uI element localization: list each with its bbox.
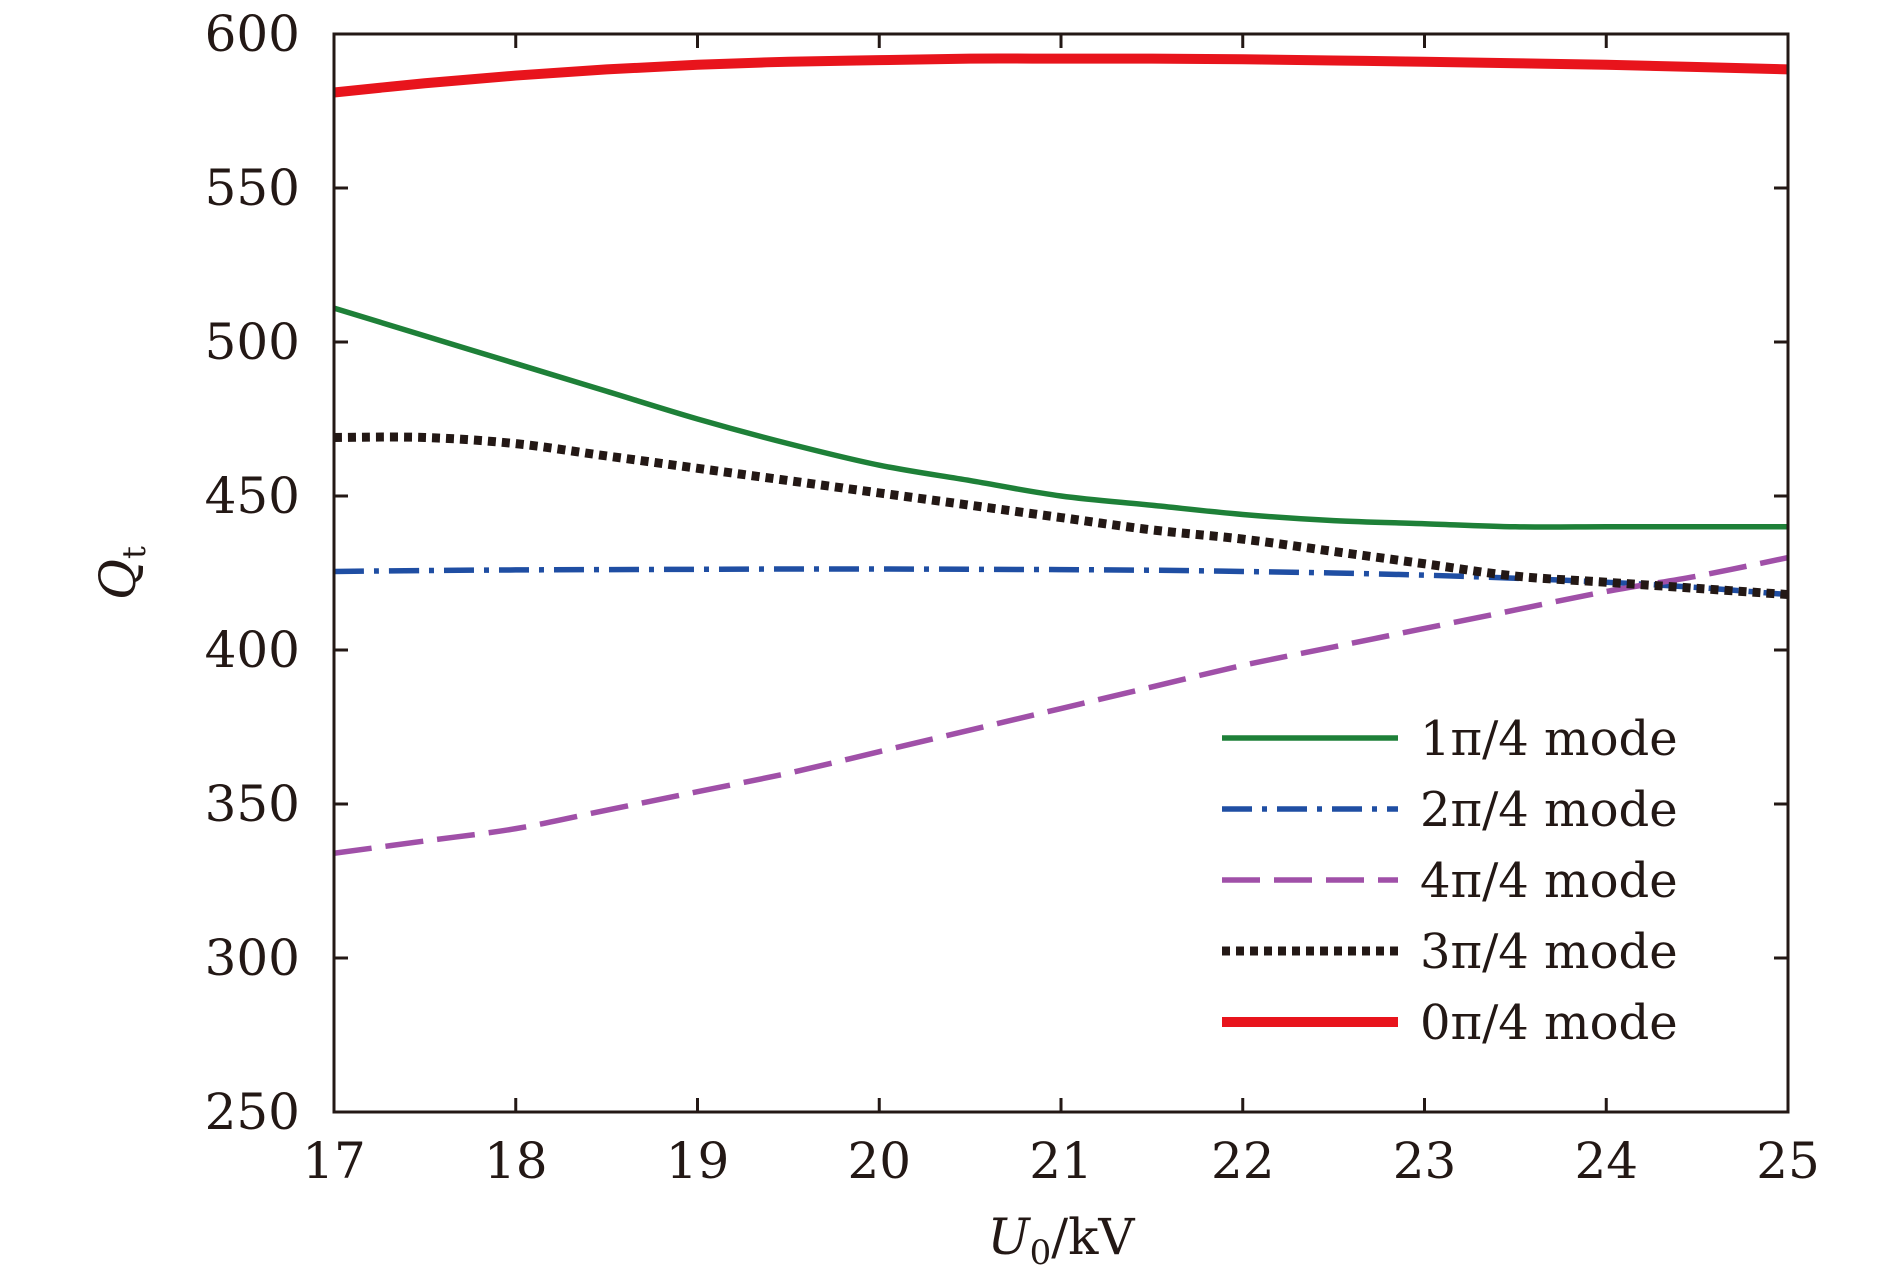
y-axis-label-var: Q [89,559,147,600]
axis-ticks [332,32,1790,1114]
legend-label-4: 3π/4 mode [1420,924,1678,980]
y-tick-label: 400 [205,621,300,679]
y-tick-label: 550 [205,159,300,217]
x-tick-label: 23 [1393,1132,1457,1190]
y-tick-label: 450 [205,467,300,525]
y-tick-label: 600 [205,5,300,63]
x-tick-label: 24 [1574,1132,1638,1190]
y-tick-label: 500 [205,313,300,371]
x-tick-label: 17 [302,1132,366,1190]
legend-label-5: 0π/4 mode [1420,995,1678,1051]
y-axis-label-sub: t [115,546,153,559]
x-tick-label: 19 [666,1132,730,1190]
legend-label-1: 1π/4 mode [1420,711,1678,767]
legend-label-2: 2π/4 mode [1420,782,1678,838]
x-tick-label: 25 [1756,1132,1820,1190]
x-axis-label-sub: 0 [1030,1233,1052,1273]
x-axis-label-var: U [987,1208,1031,1266]
y-tick-label: 250 [205,1083,300,1141]
series-line-2 [333,566,1789,598]
legend: 1π/4 mode 2π/4 mode 4π/4 mode 3π/4 mode 0π/4… [1222,711,1678,1051]
x-tick-label: 20 [847,1132,911,1190]
x-axis-label-unit: /kV [1051,1208,1135,1266]
y-axis-label: Qt [89,546,153,600]
y-tick-label: 350 [205,775,300,833]
series-line-1 [333,305,1788,530]
series-line-5 [333,53,1789,98]
x-tick-label: 18 [484,1132,548,1190]
tick-labels: 17 18 19 20 21 22 23 24 25 250 300 350 400 450 500 550 6… [205,5,1820,1190]
x-axis-label: U0/kV [987,1208,1135,1273]
x-tick-label: 21 [1029,1132,1093,1190]
x-tick-label: 22 [1211,1132,1275,1190]
series-line-3 [333,554,1789,857]
legend-label-3: 4π/4 mode [1420,853,1678,909]
plot-lines [333,53,1789,857]
y-tick-label: 300 [205,929,300,987]
series-line-4 [333,432,1789,600]
